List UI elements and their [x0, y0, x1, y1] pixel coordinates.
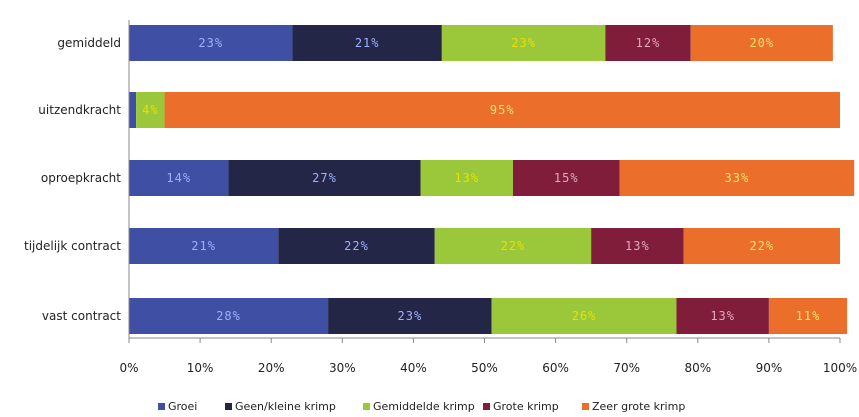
category-label: vast contract	[42, 309, 121, 323]
bar-segment	[292, 25, 442, 61]
x-tick-label: 80%	[684, 361, 711, 375]
bar-segment	[605, 25, 691, 61]
legend-swatch	[582, 403, 589, 410]
x-tick-label: 30%	[329, 361, 356, 375]
category-label: oproepkracht	[41, 171, 121, 185]
bar-segment	[434, 228, 592, 264]
x-axis: 0% 10% 20% 30% 40% 50% 60% 70% 80% 90% 100%	[119, 337, 857, 375]
bar-segment	[420, 160, 513, 196]
x-tick-label: 100%	[823, 361, 857, 375]
legend-swatch	[483, 403, 490, 410]
data-label: 13%	[454, 171, 479, 185]
data-label: 26%	[572, 309, 597, 323]
bar-segment	[129, 160, 229, 196]
bar-segment	[512, 160, 620, 196]
x-tick-label: 10%	[187, 361, 214, 375]
bar-segment	[690, 25, 833, 61]
legend-label: Groei	[168, 400, 197, 413]
x-tick-label: 90%	[756, 361, 783, 375]
data-label: 28%	[216, 309, 241, 323]
data-label: 21%	[355, 36, 380, 50]
legend: Groei Geen/kleine krimp Gemiddelde krimp Gr…	[158, 400, 685, 413]
legend-label: Zeer grote krimp	[592, 400, 685, 413]
bar-segment	[683, 228, 840, 264]
bar-segment	[228, 160, 421, 196]
data-label: 13%	[625, 239, 650, 253]
bar-segment	[491, 298, 677, 334]
legend-swatch	[363, 403, 370, 410]
bar-segment	[129, 25, 293, 61]
data-label: 12%	[636, 36, 661, 50]
data-label: 21%	[191, 239, 216, 253]
bar-segment	[441, 25, 606, 61]
x-tick-label: 20%	[258, 361, 285, 375]
data-label: 20%	[749, 36, 774, 50]
data-label: 14%	[166, 171, 191, 185]
legend-label: Geen/kleine krimp	[235, 400, 336, 413]
bar-segment	[591, 228, 684, 264]
data-label: 22%	[501, 239, 526, 253]
bar-segment	[676, 298, 769, 334]
data-label: 33%	[725, 171, 750, 185]
category-label: uitzendkracht	[38, 103, 121, 117]
category-label: tijdelijk contract	[24, 239, 121, 253]
legend-swatch	[158, 403, 165, 410]
data-label: 4%	[142, 103, 158, 117]
bar-segment	[164, 92, 841, 128]
data-label: 11%	[796, 309, 821, 323]
x-tick-label: 70%	[613, 361, 640, 375]
bar-segment	[129, 298, 329, 334]
bar-segment	[129, 228, 279, 264]
bar-segment	[619, 160, 855, 196]
x-tick-label: 50%	[471, 361, 498, 375]
data-label: 23%	[398, 309, 423, 323]
bar-segment	[278, 228, 435, 264]
data-label: 22%	[749, 239, 774, 253]
data-label: 13%	[710, 309, 735, 323]
data-label: 23%	[511, 36, 536, 50]
x-tick-label: 40%	[400, 361, 427, 375]
legend-label: Gemiddelde krimp	[373, 400, 475, 413]
bar-segment	[768, 298, 848, 334]
bar-segment	[136, 92, 165, 128]
legend-swatch	[225, 403, 232, 410]
data-label: 27%	[312, 171, 337, 185]
data-label: 95%	[490, 103, 515, 117]
bar-segment	[328, 298, 492, 334]
x-tick-label: 0%	[119, 361, 138, 375]
bar-segment	[129, 92, 137, 128]
legend-label: Grote krimp	[493, 400, 559, 413]
data-label: 15%	[554, 171, 579, 185]
data-label: 23%	[198, 36, 223, 50]
bars-layer: 23% 21% 23% 12% 20% 4% 95% 14% 27% 13% 15% 33% 21% 22…	[129, 25, 855, 334]
category-label: gemiddeld	[57, 36, 121, 50]
category-labels: gemiddeld uitzendkracht oproepkracht tijdel…	[24, 36, 121, 323]
x-tick-label: 60%	[542, 361, 569, 375]
data-label: 22%	[344, 239, 369, 253]
